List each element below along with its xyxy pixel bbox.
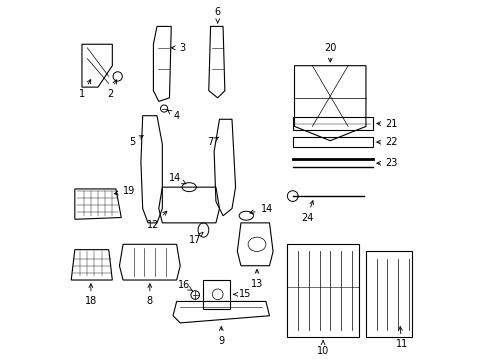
Text: 13: 13: [250, 269, 263, 289]
Text: 22: 22: [376, 137, 397, 147]
Text: 20: 20: [324, 43, 336, 62]
Text: 3: 3: [171, 43, 184, 53]
Text: 11: 11: [395, 327, 407, 349]
Text: 15: 15: [233, 289, 251, 299]
Text: 6: 6: [214, 7, 220, 23]
Text: 7: 7: [207, 137, 218, 148]
Text: 24: 24: [300, 201, 313, 222]
Text: 12: 12: [147, 211, 166, 230]
Text: 8: 8: [146, 284, 153, 306]
Text: 14: 14: [168, 173, 186, 184]
Text: 10: 10: [316, 341, 328, 356]
Text: 2: 2: [107, 80, 117, 99]
Text: 16: 16: [177, 280, 192, 291]
Text: 5: 5: [128, 135, 143, 148]
Text: 23: 23: [376, 158, 397, 168]
Text: 19: 19: [114, 186, 135, 197]
Text: 17: 17: [189, 232, 203, 245]
Text: 14: 14: [249, 203, 272, 214]
Text: 21: 21: [376, 118, 397, 129]
Text: 18: 18: [84, 284, 97, 306]
Text: 1: 1: [79, 80, 91, 99]
Text: 9: 9: [218, 327, 224, 346]
Text: 4: 4: [167, 110, 179, 121]
